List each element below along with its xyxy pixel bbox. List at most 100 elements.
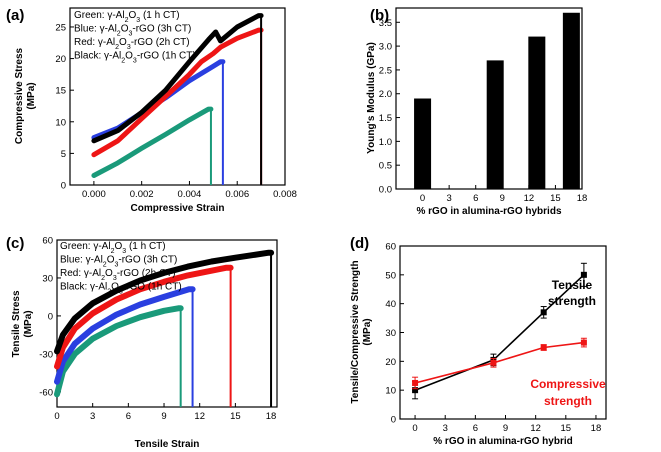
y-tick-label: 2.5 [379, 65, 392, 76]
series-line-green [54, 305, 184, 398]
x-tick-label: 15 [230, 411, 241, 422]
x-axis-label: % rGO in alumina-rGO hybrid [433, 436, 572, 447]
y-tick-label: 3.5 [379, 18, 392, 29]
legend-entry: Green: γ-Al2O3 (1 h CT) [74, 10, 180, 24]
series-annotation: strength [548, 294, 596, 308]
series-line-blue [54, 286, 196, 385]
data-point [412, 387, 419, 394]
x-tick-label: 12 [530, 423, 541, 434]
plot-frame [69, 7, 286, 186]
y-tick-label: 1.0 [379, 137, 392, 148]
x-tick-label: 0.006 [225, 189, 249, 200]
x-tick-label: 15 [561, 423, 572, 434]
data-point [412, 379, 419, 386]
y-tick-label: 10 [55, 117, 66, 128]
y-tick-label: 20 [55, 54, 66, 65]
x-tick-label: 15 [550, 193, 561, 204]
x-tick-label: 0 [54, 411, 59, 422]
y-tick-label: 60 [385, 242, 396, 253]
x-tick-label: 0.000 [82, 189, 106, 200]
x-tick-label: 0 [412, 423, 417, 434]
y-tick-label: 0 [48, 311, 53, 322]
legend-entry: Red: γ-Al2O3-rGO (2h CT) [74, 37, 190, 51]
y-tick-label: 0.5 [379, 161, 392, 172]
y-axis-label: Tensile/Compressive Strength(MPa) [350, 260, 373, 403]
series-line-green [91, 106, 214, 178]
legend-entry: Blue: γ-Al2O3-rGO (3h CT) [60, 255, 177, 269]
x-tick-label: 18 [577, 193, 588, 204]
series-annotation: Compressive [530, 377, 606, 391]
series-annotation: Tensile [552, 278, 593, 292]
y-tick-label: 30 [385, 328, 396, 339]
y-tick-label: -30 [39, 349, 53, 360]
plot-frame [56, 239, 278, 408]
y-tick-label: 25 [55, 22, 66, 33]
x-tick-label: 3 [443, 423, 448, 434]
series-line-black [54, 249, 275, 355]
x-tick-label: 0.002 [130, 189, 154, 200]
panel-label: (b) [370, 7, 389, 24]
y-tick-label: 0 [391, 415, 396, 426]
x-tick-label: 18 [591, 423, 602, 434]
x-tick-label: 6 [473, 193, 478, 204]
series-line-red [54, 264, 234, 370]
x-tick-label: 6 [126, 411, 131, 422]
bar [562, 12, 580, 190]
legend-entry: Black: γ-Al2O3-rGO (1h CT) [74, 51, 196, 65]
data-point [540, 344, 547, 351]
y-tick-label: 15 [55, 86, 66, 97]
y-tick-label: 3.0 [379, 42, 392, 53]
x-tick-label: 12 [524, 193, 535, 204]
x-axis-label: % rGO in alumina-rGO hybrids [416, 206, 561, 217]
x-tick-label: 12 [194, 411, 205, 422]
x-tick-label: 3 [446, 193, 451, 204]
x-tick-label: 6 [473, 423, 478, 434]
data-point [540, 309, 547, 316]
series-line-black [91, 13, 264, 144]
y-axis-label: Compressive Stress(MPa) [14, 47, 37, 144]
y-tick-label: 20 [385, 357, 396, 368]
panel-label: (a) [6, 7, 24, 24]
y-tick-label: 30 [42, 273, 53, 284]
panel-label: (d) [350, 235, 369, 252]
series-annotation: strength [544, 394, 592, 408]
panel-d: (d) 0 3 6 9 12 15 18 0 10 20 30 40 50 60 % rGO in alumi… [350, 235, 607, 447]
y-tick-label: 2.0 [379, 89, 392, 100]
legend-entry: Red: γ-Al2O3-rGO (2h CT) [60, 268, 176, 282]
x-tick-label: 3 [90, 411, 95, 422]
y-tick-label: 60 [42, 236, 53, 247]
legend-entry: Black: γ-Al2O3-rGO (1h CT) [60, 282, 182, 296]
y-tick-label: -60 [39, 387, 53, 398]
y-tick-label: 10 [385, 386, 396, 397]
legend-entry: Green: γ-Al2O3 (1 h CT) [60, 241, 166, 255]
series-line-compressive [414, 341, 584, 384]
data-point [490, 359, 497, 366]
series-line-tensile [414, 274, 585, 391]
y-tick-label: 5 [61, 149, 66, 160]
panel-a: (a) 0.000 0.002 0.004 0.006 0.008 0 5 10 15 20 25 Co… [6, 7, 297, 214]
legend-entry: Blue: γ-Al2O3-rGO (3h CT) [74, 24, 191, 38]
x-tick-label: 0 [420, 193, 425, 204]
y-tick-label: 50 [385, 270, 396, 281]
x-tick-label: 0.008 [273, 189, 297, 200]
series-line-red [91, 27, 264, 158]
x-tick-label: 9 [161, 411, 166, 422]
y-tick-label: 40 [385, 299, 396, 310]
y-axis-label: Tensile Stress(MPa) [11, 290, 34, 358]
panel-b: (b) 0 3 6 9 12 15 18 0.0 0.5 1.0 1.5 2.0 2.5 3.0 3.5 % r… [366, 7, 587, 217]
x-tick-label: 0.004 [178, 189, 202, 200]
y-tick-label: 0.0 [379, 185, 392, 196]
x-axis-label: Tensile Strain [135, 439, 200, 450]
data-point [580, 339, 587, 346]
y-tick-label: 0 [61, 181, 66, 192]
x-tick-label: 9 [500, 193, 505, 204]
bar [528, 36, 546, 189]
x-tick-label: 9 [503, 423, 508, 434]
y-axis-label: Young's Modulus (GPa) [366, 42, 377, 154]
x-axis-label: Compressive Strain [131, 203, 225, 214]
bar [486, 60, 504, 189]
bar [414, 98, 432, 189]
y-tick-label: 1.5 [379, 113, 392, 124]
panel-label: (c) [6, 235, 24, 252]
panel-c: (c) 0 3 6 9 12 15 18 -60 -30 0 30 60 Tensile Strain Te… [6, 235, 278, 450]
